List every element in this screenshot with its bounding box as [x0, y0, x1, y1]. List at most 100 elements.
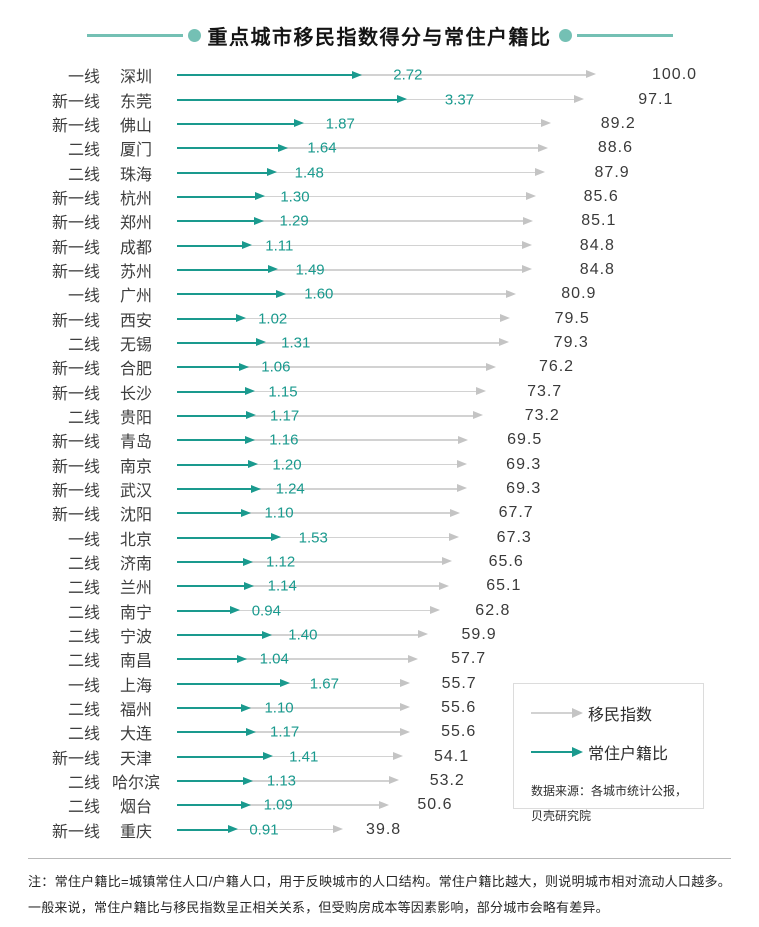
household-ratio-value: 1.60	[304, 285, 334, 303]
chart-row: 新一线 佛山 1.87 89.2	[24, 112, 759, 136]
row-track: 1.13 53.2	[177, 769, 759, 793]
household-ratio-arrow	[177, 727, 257, 736]
migration-index-arrow	[177, 655, 419, 662]
data-source-line1: 数据来源：各城市统计公报，	[531, 784, 688, 798]
household-ratio-arrow	[177, 800, 251, 809]
household-ratio-value: 1.64	[307, 139, 337, 157]
migration-index-value: 100.0	[652, 66, 698, 84]
migration-index-arrow	[177, 412, 484, 419]
tier-label: 二线	[67, 580, 100, 598]
city-label: 长沙	[119, 385, 152, 403]
household-ratio-value: 1.13	[266, 772, 297, 790]
row-track: 1.11 84.8	[177, 233, 759, 257]
household-ratio-arrow	[177, 460, 259, 469]
title-line-right	[576, 34, 673, 37]
city-label: 沈阳	[119, 507, 152, 525]
household-ratio-arrow	[177, 533, 281, 542]
chart-row: 新一线 西安 1.02 79.5	[24, 306, 759, 330]
household-ratio-value: 1.29	[279, 212, 309, 230]
household-ratio-value: 1.31	[281, 334, 311, 352]
chart-row: 二线 厦门 1.64 88.6	[24, 136, 759, 160]
row-track: 1.17 73.2	[177, 404, 759, 428]
city-label: 贵阳	[119, 409, 152, 427]
household-ratio-value: 1.04	[259, 650, 289, 668]
migration-index-arrow	[177, 728, 410, 735]
tier-label: 二线	[67, 142, 100, 160]
row-track: 1.10 67.7	[177, 501, 759, 525]
row-track: 1.09 50.6	[177, 793, 759, 817]
household-ratio-arrow	[177, 289, 286, 298]
migration-index-arrow	[177, 241, 533, 249]
household-ratio-value: 0.94	[251, 602, 281, 620]
chart-row: 一线 北京 1.53 67.3	[24, 526, 759, 550]
tier-label: 一线	[67, 288, 100, 306]
tier-label: 新一线	[51, 215, 100, 233]
household-ratio-arrow	[177, 630, 272, 639]
household-ratio-value: 1.67	[309, 675, 339, 693]
city-label: 济南	[119, 556, 152, 574]
migration-index-arrow	[177, 387, 486, 395]
household-ratio-arrow	[177, 435, 256, 444]
city-label: 南昌	[119, 653, 152, 671]
household-ratio-arrow	[177, 70, 363, 79]
city-label: 厦门	[119, 142, 152, 160]
city-label: 上海	[119, 677, 152, 695]
legend-box: 移民指数 常住户籍比 数据来源：各城市统计公报， 贝壳研究院	[513, 683, 704, 823]
row-track: 1.04 57.7	[177, 647, 759, 671]
chart-row: 一线 上海 1.67 55.7	[24, 672, 759, 696]
city-label: 青岛	[119, 434, 152, 452]
city-label: 佛山	[119, 117, 152, 135]
tier-label: 二线	[67, 409, 100, 427]
data-source: 数据来源：各城市统计公报， 贝壳研究院	[531, 779, 691, 829]
migration-index-value: 55.7	[441, 674, 477, 692]
city-label: 兰州	[119, 580, 152, 598]
migration-index-arrow-icon	[531, 708, 583, 718]
tier-label: 新一线	[51, 263, 100, 281]
chart-row: 二线 南昌 1.04 57.7	[24, 647, 759, 671]
chart-row: 新一线 重庆 0.91 39.8	[24, 818, 759, 842]
household-ratio-value: 1.53	[298, 529, 328, 547]
migration-index-value: 69.3	[506, 455, 542, 473]
household-ratio-value: 1.17	[270, 723, 300, 741]
migration-index-arrow	[177, 631, 428, 638]
legend-ratio-label: 常住户籍比	[588, 746, 669, 763]
migration-index-arrow	[177, 265, 533, 273]
city-label: 南宁	[119, 604, 152, 622]
migration-index-arrow	[177, 509, 461, 516]
migration-index-value: 69.3	[506, 480, 542, 498]
migration-index-value: 89.2	[600, 114, 636, 132]
row-track: 1.02 79.5	[177, 306, 759, 330]
tier-label: 新一线	[51, 483, 100, 501]
city-label: 合肥	[119, 361, 152, 379]
household-ratio-arrow	[177, 581, 255, 590]
city-label: 成都	[119, 239, 152, 257]
tier-label: 新一线	[51, 507, 100, 525]
row-track: 1.12 65.6	[177, 550, 759, 574]
row-track: 1.06 76.2	[177, 355, 759, 379]
household-ratio-arrow	[177, 776, 254, 785]
tier-label: 二线	[67, 556, 100, 574]
row-track: 1.29 85.1	[177, 209, 759, 233]
household-ratio-value: 1.48	[294, 164, 324, 182]
migration-index-arrow	[177, 460, 468, 468]
city-label: 深圳	[119, 69, 152, 87]
household-ratio-arrow	[177, 119, 305, 128]
city-label: 重庆	[119, 823, 152, 841]
household-ratio-arrow	[177, 143, 289, 152]
migration-index-value: 97.1	[638, 90, 674, 108]
tier-label: 二线	[67, 702, 100, 720]
migration-index-arrow	[177, 752, 404, 760]
migration-index-arrow	[177, 192, 536, 200]
household-ratio-value: 1.49	[295, 261, 325, 279]
chart-row: 新一线 合肥 1.06 76.2	[24, 355, 759, 379]
tier-label: 新一线	[51, 93, 100, 111]
tier-label: 新一线	[51, 434, 100, 452]
household-ratio-value: 1.10	[264, 504, 294, 522]
household-ratio-value: 1.12	[266, 553, 296, 571]
migration-index-value: 85.1	[581, 212, 617, 230]
city-label: 武汉	[119, 483, 152, 501]
chart-row: 新一线 南京 1.20 69.3	[24, 453, 759, 477]
legend-item-household-ratio: 常住户籍比	[531, 740, 691, 764]
chart-row: 二线 兰州 1.14 65.1	[24, 574, 759, 598]
row-track: 1.30 85.6	[177, 185, 759, 209]
